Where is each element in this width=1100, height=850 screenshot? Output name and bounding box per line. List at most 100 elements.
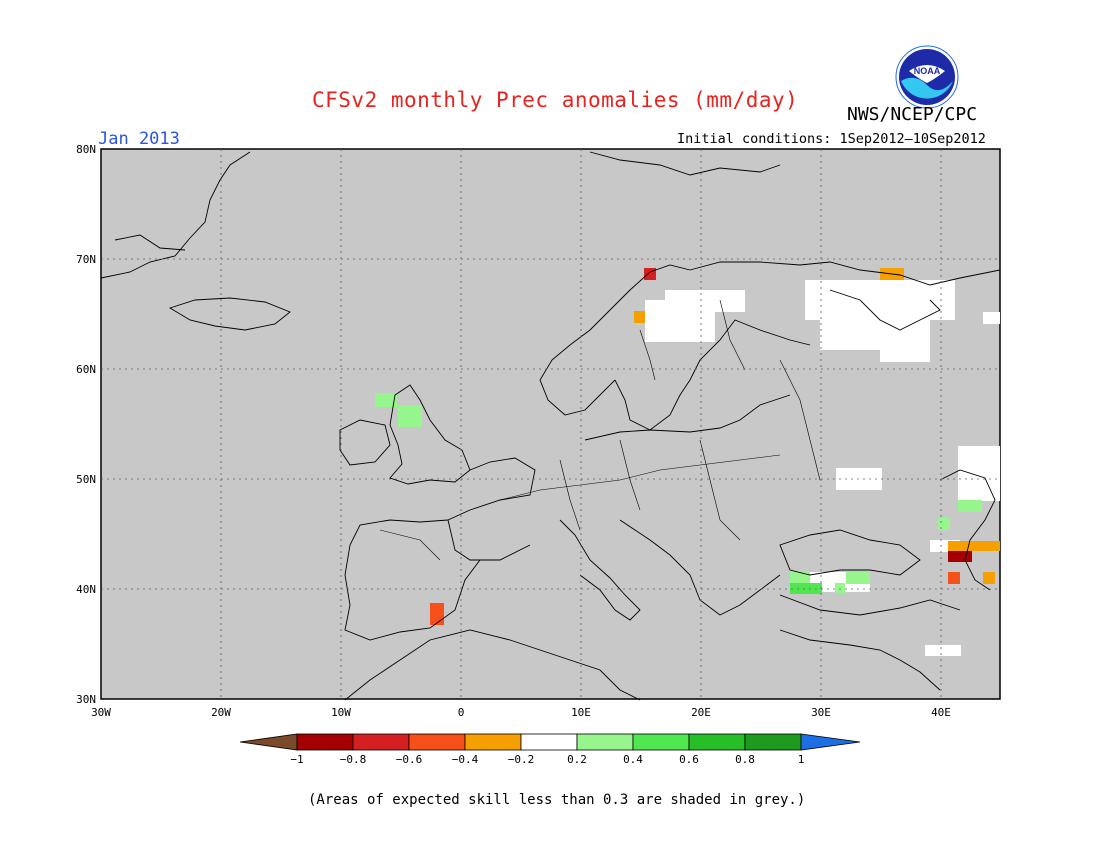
lat-tick-label: 40N (76, 583, 96, 596)
cell-caspian-green (958, 500, 982, 512)
coast-iceland (168, 297, 291, 331)
colorbar-label: −0.2 (508, 753, 535, 766)
colorbar-label: 1 (798, 753, 805, 766)
colorbar-label: 0.2 (567, 753, 587, 766)
coast-kola (689, 261, 1001, 286)
border-a (499, 454, 781, 501)
cell-caucasus-darkred (948, 550, 972, 562)
lon-tick-labels: 30W 20W 10W 0 10E 20E 30E 40E (91, 706, 951, 719)
map-background (100, 148, 1001, 700)
coast-sweden-baltic (614, 319, 811, 431)
lat-tick-label: 50N (76, 473, 96, 486)
coast-east-med (779, 629, 941, 691)
lon-tick-label: 10E (571, 706, 591, 719)
lon-tick-label: 30E (811, 706, 831, 719)
colorbar-swatch (688, 733, 746, 751)
colorbar-max-arrow (800, 733, 861, 751)
noaa-logo: NOAA (895, 45, 959, 109)
cell-iran-orange (983, 572, 995, 584)
colorbar-label: 0.6 (679, 753, 699, 766)
cell-caucasus-orange (948, 541, 1000, 551)
coast-caspian (939, 469, 996, 591)
colorbar-swatch (632, 733, 690, 751)
coast-africa (344, 629, 641, 701)
lon-tick-label: 10W (331, 706, 351, 719)
lat-tick-labels: 30N 40N 50N 60N 70N 80N (76, 143, 96, 706)
graticule (101, 149, 1000, 699)
border-c (619, 439, 641, 511)
coast-white-sea (829, 289, 941, 331)
border-f (719, 299, 746, 371)
border-e (639, 329, 656, 381)
lat-tick-label: 30N (76, 693, 96, 706)
white-region-don (836, 468, 882, 490)
cell-armenia-red (948, 572, 960, 584)
lon-tick-label: 40E (931, 706, 951, 719)
border-d (699, 439, 741, 541)
coast-italy (559, 519, 641, 621)
anomaly-cells (375, 268, 1000, 625)
coast-ireland (339, 419, 391, 466)
colorbar-label: −1 (290, 753, 303, 766)
lat-tick-label: 70N (76, 253, 96, 266)
colorbar-label: −0.8 (340, 753, 367, 766)
lon-tick-label: 30W (91, 706, 111, 719)
white-regions (645, 280, 1000, 656)
coast-turkey (779, 594, 961, 616)
cell-kalmykia-green (938, 518, 950, 530)
colorbar-label: 0.4 (623, 753, 643, 766)
white-region-caspian (958, 446, 1000, 501)
colorbar-swatch (744, 733, 802, 751)
colorbar-swatch (408, 733, 466, 751)
colorbar-label: −0.6 (396, 753, 423, 766)
border-b (559, 459, 581, 531)
colorbar-labels: −1 −0.8 −0.6 −0.4 −0.2 0.2 0.4 0.6 0.8 1 (290, 753, 804, 766)
borders (379, 299, 821, 561)
border-h (379, 529, 441, 561)
colorbar-swatch (576, 733, 634, 751)
agency-label: NWS/NCEP/CPC (847, 104, 978, 125)
white-region-russia-e (983, 312, 1000, 324)
lat-tick-label: 60N (76, 363, 96, 376)
coast-baltic-south (584, 394, 791, 441)
month-label: Jan 2013 (98, 129, 180, 149)
cell-turkey-green-3 (846, 572, 870, 584)
coast-balkans (619, 519, 781, 616)
skill-footnote: (Areas of expected skill less than 0.3 a… (308, 792, 806, 808)
coast-france (447, 457, 536, 561)
lat-tick-label: 80N (76, 143, 96, 156)
white-region-levant (925, 645, 961, 656)
white-region-scandinavia-2 (665, 290, 745, 312)
coast-spitsbergen (589, 151, 781, 176)
coast-norway (539, 264, 691, 416)
cell-norway-orange (634, 311, 645, 323)
lon-tick-label: 0 (458, 706, 465, 719)
coastlines (100, 151, 1001, 701)
colorbar-swatch (464, 733, 522, 751)
cell-turkey-green-2 (790, 583, 822, 594)
initial-conditions-label: Initial conditions: 1Sep2012–10Sep2012 (677, 131, 986, 147)
map-title: CFSv2 monthly Prec anomalies (mm/day) (312, 88, 799, 112)
colorbar-label: −0.4 (452, 753, 479, 766)
colorbar-swatch (296, 733, 354, 751)
cell-norway-red (644, 268, 656, 280)
colorbar-swatch (520, 733, 578, 751)
coast-iberia (344, 519, 500, 641)
white-region-russia-n (880, 340, 930, 362)
coast-britain (389, 384, 471, 485)
lon-tick-label: 20E (691, 706, 711, 719)
colorbar-label: 0.8 (735, 753, 755, 766)
colorbar-swatch (352, 733, 410, 751)
border-g (779, 359, 821, 481)
cell-scotland-green-2 (398, 405, 422, 427)
cell-spain-red (430, 603, 444, 625)
coast-greenland (100, 151, 251, 279)
coast-black-sea (779, 529, 921, 576)
colorbar-min-arrow (239, 733, 298, 751)
cell-scotland-green (375, 393, 397, 407)
noaa-logo-text: NOAA (914, 66, 941, 76)
cell-turkey-green-4 (835, 583, 845, 593)
lon-tick-label: 20W (211, 706, 231, 719)
colorbar (239, 733, 861, 751)
